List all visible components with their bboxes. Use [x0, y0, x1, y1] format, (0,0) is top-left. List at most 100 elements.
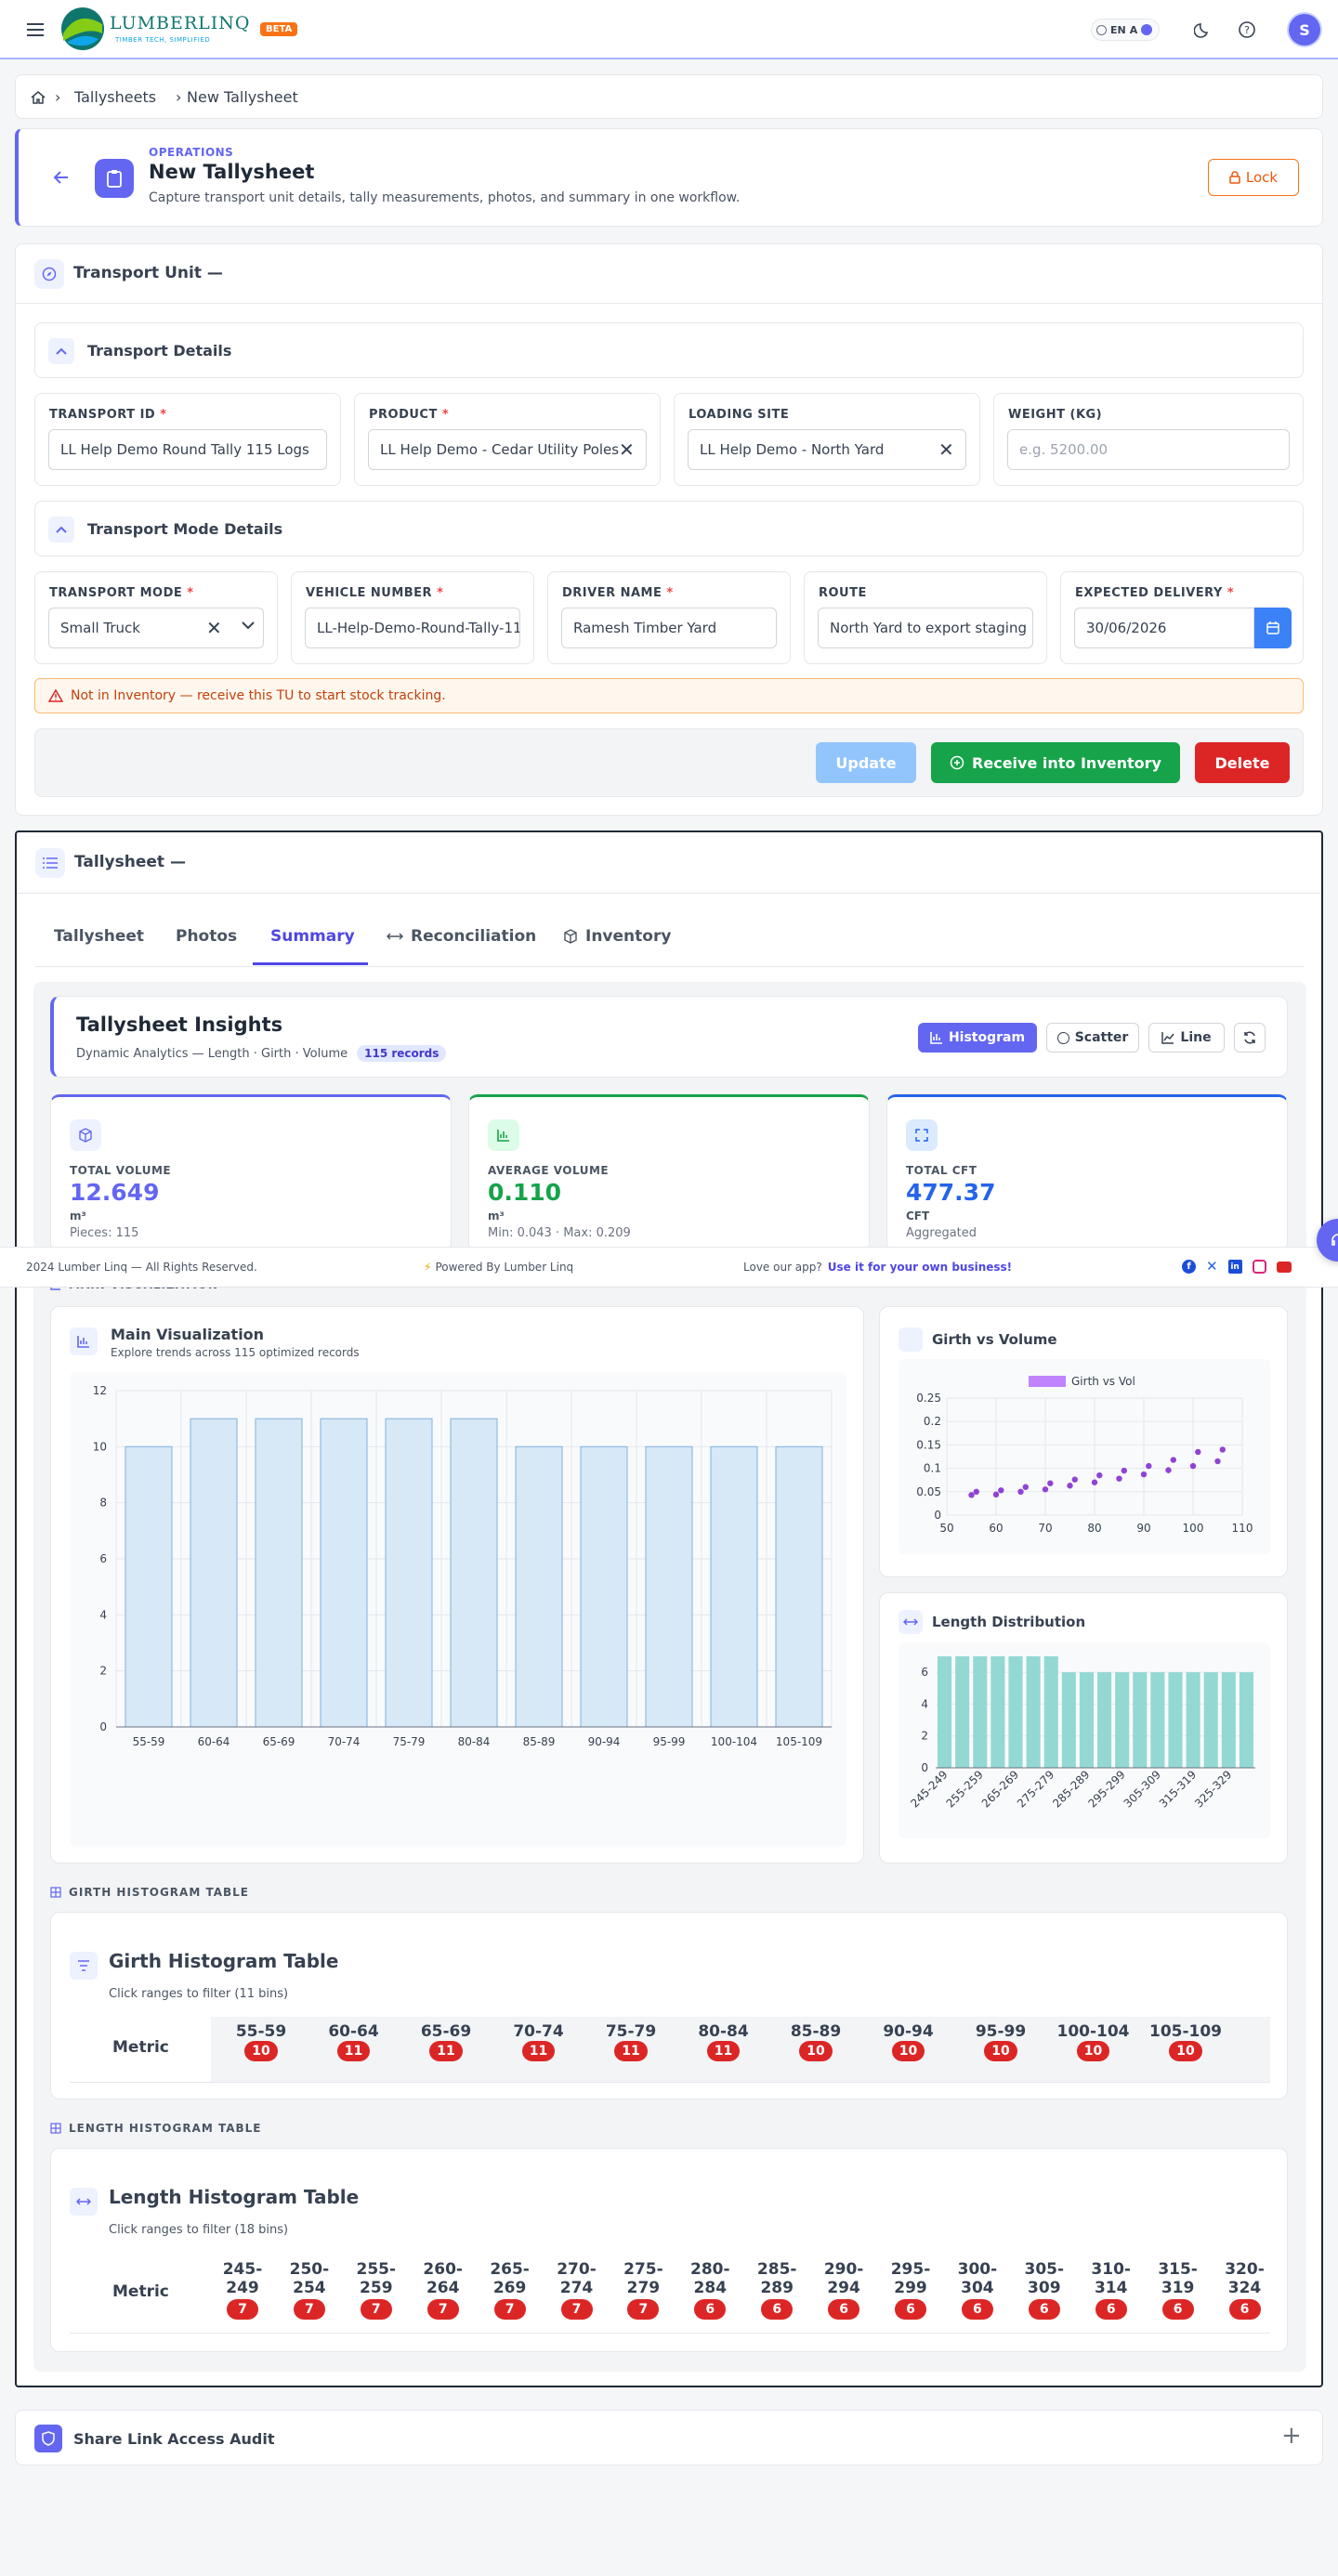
scatter-point[interactable]	[1067, 1483, 1073, 1489]
length-bar[interactable]	[1026, 1656, 1041, 1768]
update-button[interactable]: Update	[816, 742, 916, 783]
length-bin[interactable]: 275- 279 7	[613, 2260, 673, 2320]
histogram-bar[interactable]	[580, 1445, 628, 1728]
length-bin[interactable]: 290- 294 6	[814, 2260, 873, 2320]
receive-inventory-button[interactable]: Receive into Inventory	[931, 742, 1180, 783]
length-bar[interactable]	[990, 1656, 1005, 1768]
scatter-point[interactable]	[1022, 1484, 1029, 1490]
vehicle-number-input[interactable]: LL-Help-Demo-Round-Tally-115	[305, 608, 520, 648]
length-bar[interactable]	[1133, 1672, 1148, 1768]
histogram-bar[interactable]	[775, 1445, 823, 1728]
girth-bin[interactable]: 60-64 11	[312, 2022, 396, 2061]
histogram-bar[interactable]	[190, 1418, 238, 1728]
scatter-point[interactable]	[1091, 1479, 1098, 1485]
scatter-point[interactable]	[1195, 1448, 1201, 1456]
girth-bin[interactable]: 75-79 11	[589, 2022, 673, 2061]
scatter-mode-button[interactable]: Scatter	[1046, 1023, 1139, 1053]
histogram-bar[interactable]	[255, 1418, 303, 1728]
length-bin[interactable]: 270- 274 7	[547, 2260, 607, 2320]
dark-mode-icon[interactable]	[1191, 19, 1213, 41]
length-bar[interactable]	[938, 1656, 952, 1768]
scatter-point[interactable]	[1165, 1467, 1172, 1473]
girth-bin[interactable]: 105-109 10	[1144, 2022, 1227, 2061]
girth-bin[interactable]: 90-94 10	[867, 2022, 951, 2061]
length-bar[interactable]	[1150, 1672, 1165, 1768]
length-bar[interactable]	[1168, 1672, 1183, 1768]
length-bar[interactable]	[1079, 1672, 1094, 1768]
scatter-point[interactable]	[1116, 1475, 1122, 1482]
length-bar[interactable]	[1115, 1672, 1130, 1768]
length-bin[interactable]: 310- 314 6	[1082, 2260, 1141, 2320]
back-arrow-icon[interactable]	[50, 166, 72, 189]
x-twitter-icon[interactable]: ✕	[1206, 1258, 1218, 1275]
scatter-point[interactable]	[1214, 1458, 1221, 1465]
length-bar[interactable]	[1203, 1672, 1218, 1768]
length-bar[interactable]	[1221, 1672, 1236, 1768]
length-bar[interactable]	[955, 1656, 970, 1768]
clear-icon[interactable]: ✕	[206, 617, 222, 639]
weight-input[interactable]: e.g. 5200.00	[1007, 429, 1290, 470]
footer-cta-link[interactable]: Use it for your own business!	[827, 1261, 1013, 1274]
scatter-point[interactable]	[1017, 1488, 1024, 1495]
chevron-up-icon[interactable]	[48, 517, 74, 543]
tab-photos[interactable]: Photos	[176, 927, 237, 946]
facebook-icon[interactable]: f	[1182, 1260, 1196, 1274]
transport-id-input[interactable]: LL Help Demo Round Tally 115 Logs	[48, 429, 327, 470]
length-bin[interactable]: 245- 249 7	[213, 2260, 272, 2320]
home-icon[interactable]	[29, 88, 47, 107]
scatter-point[interactable]	[1047, 1480, 1054, 1486]
length-bin[interactable]: 315- 319 6	[1148, 2260, 1208, 2320]
tab-reconciliation[interactable]: Reconciliation	[387, 927, 536, 946]
scatter-point[interactable]	[1071, 1476, 1078, 1483]
length-bar[interactable]	[1097, 1672, 1112, 1768]
length-bin[interactable]: 285- 289 6	[747, 2260, 807, 2320]
length-bar[interactable]	[1043, 1656, 1058, 1768]
length-bin[interactable]: 295- 299 6	[881, 2260, 940, 2320]
scatter-point[interactable]	[992, 1491, 1000, 1498]
histogram-bar[interactable]	[125, 1445, 173, 1728]
help-icon[interactable]: ?	[1236, 19, 1258, 41]
histogram-bar[interactable]	[645, 1445, 693, 1728]
scatter-point[interactable]	[968, 1492, 975, 1498]
histogram-bar[interactable]	[450, 1418, 498, 1728]
transport-details-header[interactable]: Transport Details	[34, 322, 1304, 378]
girth-bin[interactable]: 95-99 10	[959, 2022, 1043, 2061]
histogram-mode-button[interactable]: Histogram	[918, 1023, 1037, 1053]
length-bar[interactable]	[1061, 1672, 1076, 1768]
lock-button[interactable]: Lock	[1208, 159, 1299, 196]
instagram-icon[interactable]	[1252, 1260, 1266, 1274]
plus-icon[interactable]: +	[1281, 2422, 1302, 2450]
language-toggle[interactable]: EN A	[1091, 19, 1160, 41]
menu-icon[interactable]	[24, 19, 46, 41]
histogram-bar[interactable]	[515, 1445, 563, 1728]
girth-bin[interactable]: 85-89 10	[774, 2022, 858, 2061]
length-bin[interactable]: 300- 304 6	[948, 2260, 1007, 2320]
logo[interactable]: LUMBERLINQ TIMBER TECH, SIMPLIFIED	[59, 6, 255, 54]
youtube-icon[interactable]	[1276, 1262, 1292, 1273]
breadcrumb-tallysheets[interactable]: Tallysheets	[74, 88, 157, 106]
girth-bin[interactable]: 100-104 10	[1052, 2022, 1135, 2061]
transport-mode-header[interactable]: Transport Mode Details	[34, 501, 1304, 556]
route-input[interactable]: North Yard to export staging	[818, 608, 1033, 648]
length-bin[interactable]: 265- 269 7	[480, 2260, 540, 2320]
length-bar[interactable]	[1239, 1672, 1253, 1768]
chevron-up-icon[interactable]	[48, 338, 74, 364]
loading-site-select[interactable]: LL Help Demo - North Yard	[688, 429, 966, 470]
chevron-down-icon[interactable]	[242, 621, 255, 630]
histogram-bar[interactable]	[710, 1445, 758, 1728]
girth-bin[interactable]: 55-59 10	[219, 2022, 303, 2061]
driver-name-input[interactable]: Ramesh Timber Yard	[561, 608, 777, 648]
refresh-icon[interactable]	[1234, 1023, 1266, 1053]
scatter-point[interactable]	[1189, 1462, 1197, 1470]
girth-bin[interactable]: 65-69 11	[404, 2022, 488, 2061]
expected-delivery-input[interactable]: 30/06/2026	[1074, 608, 1254, 648]
length-bar[interactable]	[1186, 1672, 1200, 1768]
length-bar[interactable]	[973, 1656, 988, 1768]
scatter-point[interactable]	[1170, 1457, 1176, 1463]
scatter-point[interactable]	[1042, 1486, 1049, 1493]
length-bin[interactable]: 255- 259 7	[347, 2260, 406, 2320]
tab-summary[interactable]: Summary	[270, 927, 355, 946]
scatter-point[interactable]	[1121, 1467, 1127, 1474]
girth-bin[interactable]: 70-74 11	[497, 2022, 581, 2061]
support-headset-icon[interactable]	[1317, 1219, 1338, 1262]
